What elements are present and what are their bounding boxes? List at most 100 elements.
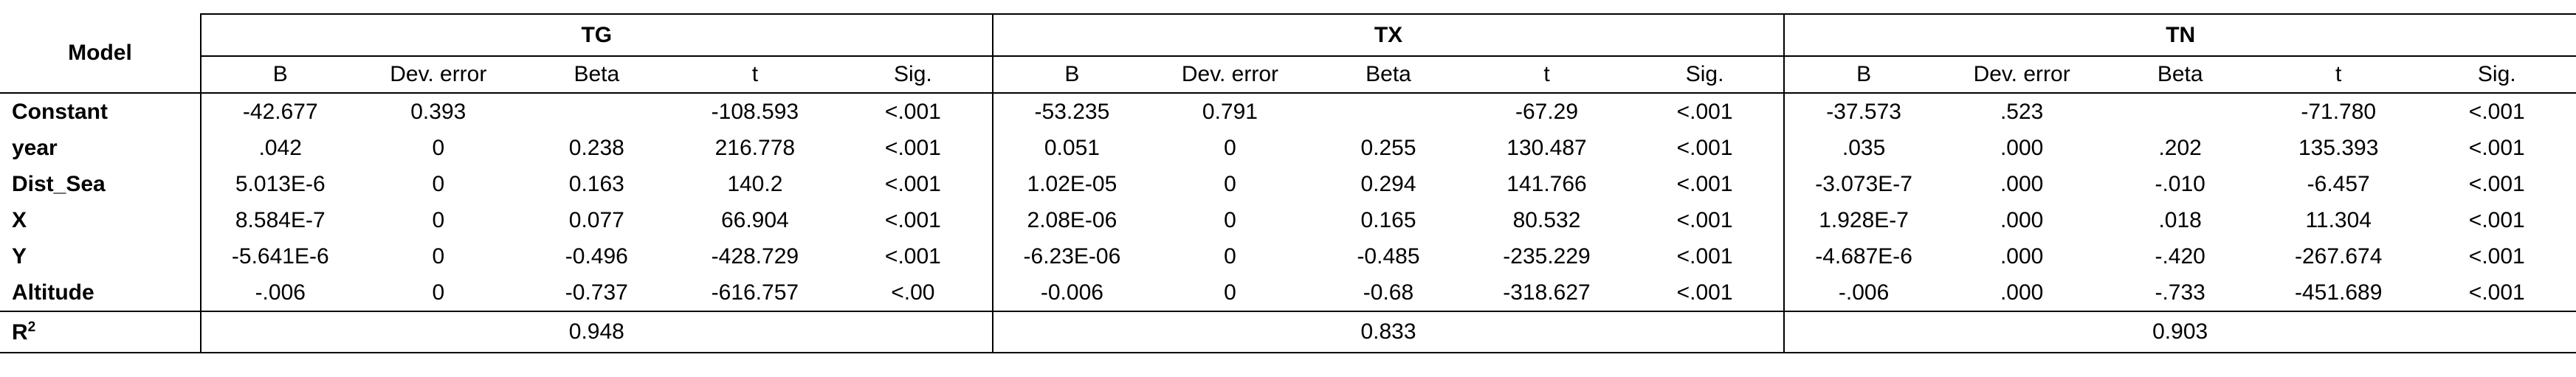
empty-cell bbox=[1942, 311, 2101, 353]
cell: 0.255 bbox=[1360, 135, 1416, 160]
cell: 0 bbox=[1224, 243, 1236, 269]
cell: 0 bbox=[432, 171, 445, 196]
row-label: X bbox=[12, 207, 27, 232]
data-row: Altitude -.006 0 -0.737 -616.757 <.00 -0.006 0 -… bbox=[0, 274, 2576, 311]
column-header: Beta bbox=[517, 56, 676, 94]
column-header: Beta bbox=[1309, 56, 1468, 94]
empty-cell bbox=[359, 311, 518, 353]
r2-superscript: 2 bbox=[27, 319, 36, 335]
cell: .035 bbox=[1783, 130, 1943, 166]
cell: <.001 bbox=[2468, 207, 2525, 232]
cell: 8.584E-7 bbox=[200, 202, 359, 238]
empty-cell bbox=[1467, 311, 1626, 353]
cell: 0.393 bbox=[410, 99, 466, 124]
cell: -0.485 bbox=[1357, 243, 1420, 269]
column-header: Beta bbox=[2101, 56, 2259, 94]
cell: .000 bbox=[2000, 171, 2044, 196]
column-header: Sig. bbox=[1625, 56, 1785, 94]
cell: <.001 bbox=[1676, 171, 1733, 196]
cell: 135.393 bbox=[2298, 135, 2379, 160]
cell: -451.689 bbox=[2294, 280, 2383, 305]
cell: <.001 bbox=[2468, 243, 2525, 269]
cell: 130.487 bbox=[1506, 135, 1587, 160]
cell: <.001 bbox=[2468, 135, 2525, 160]
cell: -4.687E-6 bbox=[1783, 238, 1943, 274]
r2-label: R bbox=[12, 319, 28, 345]
cell: -37.573 bbox=[1783, 93, 1943, 130]
column-header: t bbox=[675, 56, 835, 94]
cell: -3.073E-7 bbox=[1783, 166, 1943, 202]
cell: -42.677 bbox=[200, 93, 359, 130]
cell: 0.791 bbox=[1202, 99, 1258, 124]
cell: .042 bbox=[200, 130, 359, 166]
cell: 0 bbox=[1224, 280, 1236, 305]
cell: -235.229 bbox=[1503, 243, 1591, 269]
cell: 0 bbox=[432, 135, 445, 160]
r2-value: 0.833 bbox=[1309, 311, 1468, 353]
cell: 2.08E-06 bbox=[991, 202, 1151, 238]
regression-table: Model TG TX TN B Dev. error Beta t Sig. B Dev. err… bbox=[0, 13, 2576, 353]
column-header: Dev. error bbox=[1151, 56, 1309, 94]
page: Model TG TX TN B Dev. error Beta t Sig. B Dev. err… bbox=[0, 13, 2576, 377]
cell: <.001 bbox=[884, 135, 941, 160]
cell: -616.757 bbox=[711, 280, 799, 305]
row-label: Dist_Sea bbox=[12, 171, 106, 196]
r2-value: 0.948 bbox=[517, 311, 676, 353]
cell: <.001 bbox=[1676, 280, 1733, 305]
cell: .000 bbox=[2000, 280, 2044, 305]
cell: 0 bbox=[1224, 135, 1236, 160]
corner-cell: Model bbox=[0, 14, 201, 94]
cell: <.001 bbox=[1676, 99, 1733, 124]
cell: .000 bbox=[2000, 135, 2044, 160]
empty-cell bbox=[1783, 311, 1943, 353]
cell: <.001 bbox=[2468, 171, 2525, 196]
cell: 0 bbox=[432, 207, 445, 232]
cell: 0 bbox=[432, 280, 445, 305]
cell: <.00 bbox=[891, 280, 935, 305]
data-row: Y -5.641E-6 0 -0.496 -428.729 <.001 -6.23E-06 0… bbox=[0, 238, 2576, 274]
cell: 141.766 bbox=[1506, 171, 1587, 196]
empty-cell bbox=[1309, 93, 1468, 130]
cell: 0 bbox=[1224, 207, 1236, 232]
row-label: R2 bbox=[0, 311, 201, 353]
empty-cell bbox=[200, 311, 359, 353]
cell: -.006 bbox=[200, 274, 359, 311]
cell: -.010 bbox=[2155, 171, 2205, 196]
group-header: TX bbox=[991, 13, 1785, 57]
cell: -0.68 bbox=[1363, 280, 1414, 305]
cell: .018 bbox=[2158, 207, 2202, 232]
cell: 0.077 bbox=[568, 207, 624, 232]
empty-cell bbox=[834, 311, 993, 353]
cell: 0.051 bbox=[991, 130, 1151, 166]
column-header: t bbox=[1467, 56, 1626, 94]
cell: -67.29 bbox=[1515, 99, 1579, 124]
cell: <.001 bbox=[1676, 243, 1733, 269]
cell: .000 bbox=[2000, 207, 2044, 232]
cell: -6.457 bbox=[2307, 171, 2370, 196]
group-header-row: Model TG TX TN bbox=[0, 13, 2576, 94]
cell: 0.165 bbox=[1360, 207, 1416, 232]
cell: .523 bbox=[2000, 99, 2044, 124]
group-header: TG bbox=[200, 13, 993, 57]
cell: -.006 bbox=[1783, 274, 1943, 311]
column-header: B bbox=[1783, 56, 1943, 94]
cell: -5.641E-6 bbox=[200, 238, 359, 274]
empty-cell bbox=[991, 311, 1151, 353]
cell: 80.532 bbox=[1512, 207, 1581, 232]
cell: -318.627 bbox=[1503, 280, 1591, 305]
empty-cell bbox=[2101, 93, 2259, 130]
data-row: Dist_Sea 5.013E-6 0 0.163 140.2 <.001 1.02E-05… bbox=[0, 166, 2576, 202]
cell: <.001 bbox=[884, 207, 941, 232]
cell: 5.013E-6 bbox=[200, 166, 359, 202]
empty-cell bbox=[2417, 311, 2576, 353]
cell: -108.593 bbox=[711, 99, 799, 124]
row-label: Y bbox=[12, 243, 27, 269]
r2-row: R2 0.948 0.833 0.903 bbox=[0, 311, 2576, 353]
cell: 66.904 bbox=[720, 207, 789, 232]
column-header: Dev. error bbox=[359, 56, 518, 94]
cell: <.001 bbox=[884, 99, 941, 124]
cell: 216.778 bbox=[714, 135, 796, 160]
row-label: Altitude bbox=[12, 280, 94, 305]
column-header: Sig. bbox=[2417, 56, 2576, 94]
cell: -.420 bbox=[2155, 243, 2205, 269]
